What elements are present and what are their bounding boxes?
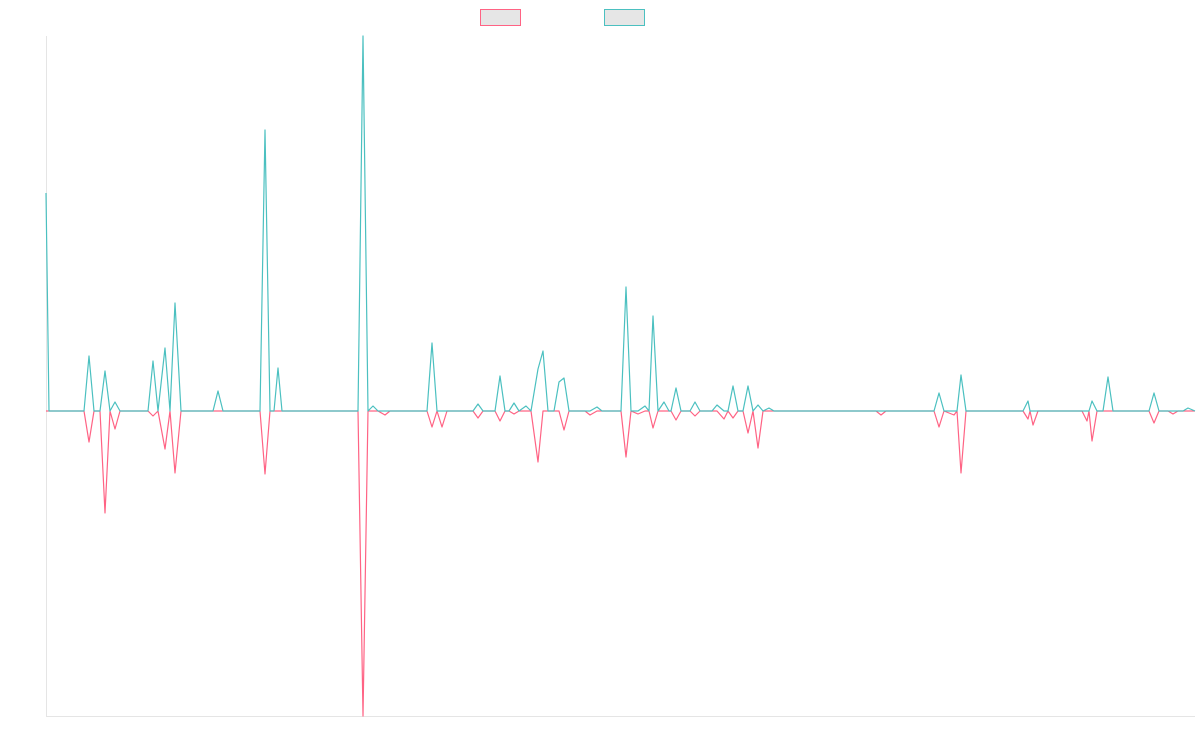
- legend-swatch: [480, 9, 521, 26]
- line-series: [46, 410, 1195, 717]
- line-series: [45, 35, 1196, 412]
- legend-swatch: [604, 9, 645, 26]
